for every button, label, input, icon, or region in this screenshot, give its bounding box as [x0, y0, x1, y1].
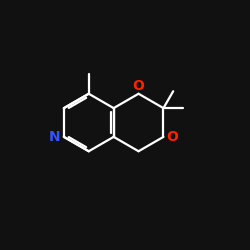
Text: O: O [166, 130, 178, 144]
Text: O: O [132, 78, 144, 92]
Text: N: N [49, 130, 61, 144]
